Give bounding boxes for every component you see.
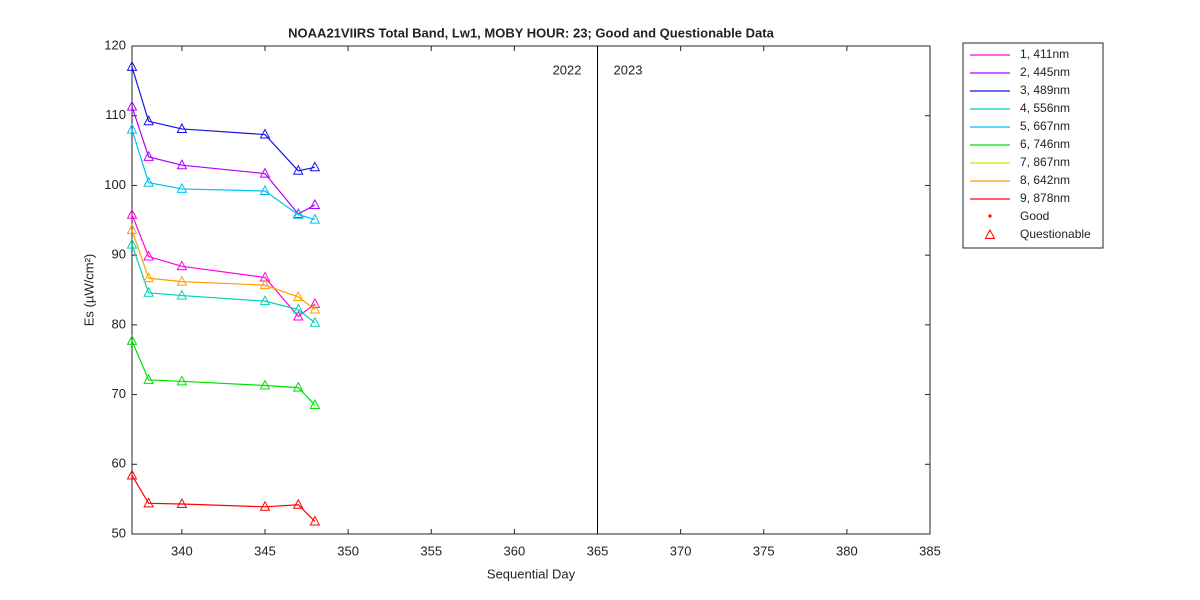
legend-label: Questionable (1020, 227, 1091, 241)
y-tick-label: 120 (104, 37, 126, 52)
point-marker (126, 223, 138, 235)
legend-label: 4, 556nm (1020, 101, 1070, 115)
point-marker (292, 310, 304, 321)
y-tick-label: 80 (112, 316, 126, 331)
point-marker (143, 272, 154, 283)
point-marker (259, 379, 271, 390)
point-marker (292, 303, 304, 314)
y-tick-label: 90 (112, 247, 126, 262)
x-tick-label: 375 (753, 543, 775, 558)
point-marker (292, 164, 304, 175)
y-axis-label: Es (µW/cm²) (81, 254, 96, 326)
point-marker (309, 198, 321, 209)
point-marker (143, 250, 154, 261)
point-marker (126, 334, 138, 345)
x-tick-label: 355 (420, 543, 442, 558)
point-marker (259, 295, 271, 306)
y-tick-label: 100 (104, 177, 126, 192)
plot-area (131, 45, 931, 535)
series-line (131, 244, 316, 324)
point-marker (126, 238, 138, 249)
point-marker (126, 123, 138, 134)
legend-label: 7, 867nm (1020, 155, 1070, 169)
point-marker (176, 289, 188, 300)
point-marker (176, 260, 188, 271)
legend-label: 9, 878nm (1020, 191, 1070, 205)
point-marker (143, 286, 154, 297)
point-marker (126, 60, 138, 71)
legend-label: 1, 411nm (1020, 47, 1069, 61)
x-tick-label: 345 (254, 543, 276, 558)
point-marker (259, 128, 271, 139)
series-line (131, 340, 316, 406)
point-marker (309, 303, 321, 314)
x-tick-label: 360 (504, 543, 526, 558)
series-line (131, 229, 316, 310)
point-marker (143, 176, 154, 187)
legend-label: 5, 667nm (1020, 119, 1070, 133)
x-tick-label: 350 (337, 543, 359, 558)
point-marker (176, 375, 188, 386)
series-line (131, 106, 316, 215)
point-marker (309, 213, 321, 224)
chart-title: NOAA21VIIRS Total Band, Lw1, MOBY HOUR: … (288, 25, 774, 40)
legend-label: 8, 642nm (1020, 173, 1070, 187)
point-marker (143, 115, 154, 126)
legend-symbol (984, 228, 996, 239)
point-marker (176, 275, 188, 286)
y-tick-label: 60 (112, 456, 126, 471)
point-marker (126, 208, 138, 219)
x-tick-label: 370 (670, 543, 692, 558)
year-annotation: 2023 (614, 62, 643, 77)
point-marker (176, 182, 188, 193)
point-marker (259, 500, 271, 511)
point-marker (292, 208, 304, 219)
x-tick-label: 385 (919, 543, 941, 558)
legend-label: 3, 489nm (1020, 83, 1070, 97)
x-tick-label: 365 (587, 543, 609, 558)
series-line (131, 475, 316, 522)
point-marker (292, 290, 304, 301)
point-marker (309, 316, 321, 327)
x-tick-label: 340 (171, 543, 193, 558)
point-marker (309, 161, 321, 172)
y-tick-label: 70 (112, 386, 126, 401)
legend-label: 2, 445nm (1020, 65, 1070, 79)
point-marker (259, 167, 271, 178)
point-marker (176, 497, 188, 509)
y-tick-label: 50 (112, 525, 126, 540)
point-marker (143, 150, 154, 161)
point-marker (292, 381, 304, 392)
point-marker (292, 498, 304, 509)
point-marker (259, 184, 271, 196)
legend-label: 6, 746nm (1020, 137, 1070, 151)
point-marker (143, 373, 154, 384)
point-marker (176, 122, 188, 133)
point-marker (309, 515, 321, 526)
year-annotation: 2022 (553, 62, 582, 77)
series-line (131, 214, 316, 318)
point-marker (143, 497, 154, 508)
point-marker (259, 279, 271, 290)
x-tick-label: 380 (836, 543, 858, 558)
legend-symbol (988, 214, 992, 218)
point-marker (126, 100, 138, 111)
y-tick-label: 110 (105, 107, 126, 122)
point-marker (176, 159, 188, 170)
point-marker (309, 398, 321, 410)
point-marker (126, 469, 138, 480)
point-marker (309, 297, 321, 308)
x-axis-label: Sequential Day (487, 566, 576, 581)
legend-label: Good (1020, 209, 1049, 223)
